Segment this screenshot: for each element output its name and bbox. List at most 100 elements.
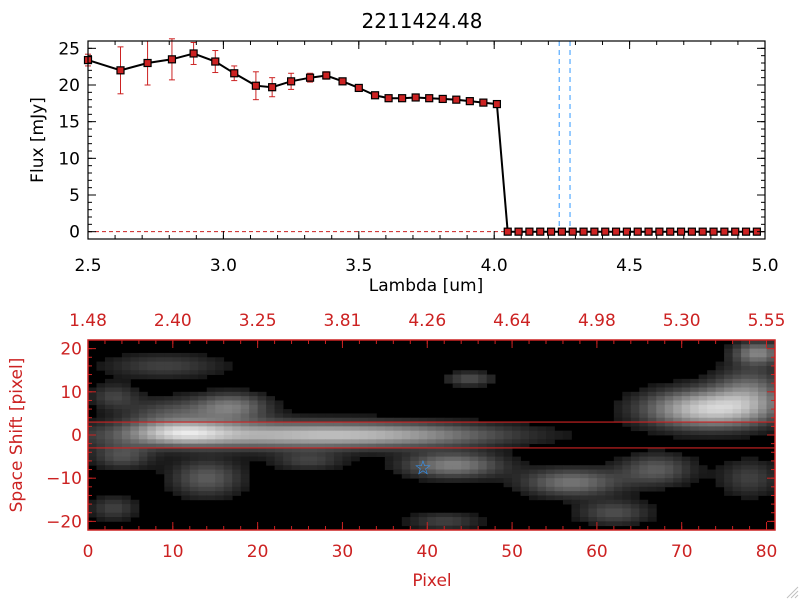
image-cell <box>172 443 182 449</box>
image-cell <box>249 422 259 427</box>
image-cell <box>758 409 767 414</box>
image-cell <box>317 430 326 436</box>
resize-grip-icon[interactable] <box>786 586 799 599</box>
image-cell <box>461 469 471 475</box>
image-cell <box>401 422 411 427</box>
image-cell <box>189 482 199 488</box>
image-cell <box>104 517 114 522</box>
image-cell <box>461 473 471 479</box>
image-cell <box>113 447 123 453</box>
image-cell <box>206 391 216 397</box>
image-cell <box>401 469 411 475</box>
image-cell <box>452 452 462 457</box>
image-cell <box>164 465 174 470</box>
image-cell <box>274 447 284 453</box>
image-cell <box>588 491 598 496</box>
image-cell <box>707 422 717 427</box>
image-cell <box>512 426 521 432</box>
image-cell <box>96 512 106 518</box>
image-cell <box>562 435 572 440</box>
image-cell <box>121 495 131 501</box>
image-cell <box>766 469 776 475</box>
image-cell <box>393 422 403 427</box>
image-cell <box>512 443 521 449</box>
image-cell <box>113 517 123 522</box>
image-cell <box>359 443 369 449</box>
image-cell <box>630 400 640 406</box>
image-cell <box>333 460 343 466</box>
image-cell <box>181 409 191 414</box>
image-cell <box>520 422 530 427</box>
image-cell <box>189 422 199 427</box>
image-cell <box>223 495 233 501</box>
image-cell <box>215 486 225 492</box>
image-cell <box>113 361 123 367</box>
image-cell <box>724 417 733 423</box>
image-cell <box>249 443 259 449</box>
image-cell <box>155 400 165 406</box>
image-cell <box>766 378 776 384</box>
image-cell <box>96 396 106 401</box>
image-cell <box>613 486 623 492</box>
image-cell <box>410 426 420 432</box>
image-cell <box>147 352 157 358</box>
image-cell <box>130 365 140 371</box>
image-cell <box>147 370 157 375</box>
image-cell <box>206 357 216 362</box>
image-cell <box>758 491 767 496</box>
image-cell <box>88 499 97 505</box>
image-cell <box>283 417 292 423</box>
image-cell <box>283 430 292 436</box>
image-cell <box>732 400 742 406</box>
image-cell <box>283 422 292 427</box>
image-cell <box>707 370 717 375</box>
image-cell <box>588 469 598 475</box>
image-cell <box>732 413 742 419</box>
image-cell <box>223 478 233 483</box>
image-cell <box>240 486 250 492</box>
image-cell <box>639 409 649 414</box>
image-cell <box>766 391 776 397</box>
image-cell <box>164 456 174 462</box>
data-point <box>322 71 331 80</box>
image-cell <box>121 357 131 362</box>
image-cell <box>681 482 691 488</box>
image-cell <box>257 391 267 397</box>
image-cell <box>724 435 733 440</box>
image-cell <box>495 460 504 466</box>
image-cell <box>452 417 462 423</box>
image-cell <box>605 517 615 522</box>
image-cell <box>724 348 733 354</box>
image-cell <box>486 473 496 479</box>
image-cell <box>495 422 504 427</box>
image-cell <box>690 404 700 410</box>
image-cell <box>164 404 174 410</box>
image-cell <box>452 443 462 449</box>
image-cell <box>622 456 632 462</box>
data-point <box>720 227 729 236</box>
image-cell <box>596 512 606 518</box>
image-cell <box>698 430 708 436</box>
image-cell <box>266 443 275 449</box>
image-cell <box>359 426 369 432</box>
image-cell <box>766 409 776 414</box>
image-cell <box>664 404 674 410</box>
image-cell <box>164 370 174 375</box>
data-point <box>611 227 621 236</box>
image-cell <box>172 361 182 367</box>
image-cell <box>749 478 759 483</box>
image-cell <box>215 404 225 410</box>
image-cell <box>181 452 191 457</box>
image-cell <box>571 473 581 479</box>
image-cell <box>198 400 208 406</box>
image-cell <box>113 383 123 388</box>
image-cell <box>630 391 640 397</box>
image-cell <box>469 422 479 427</box>
image-cell <box>138 370 148 375</box>
image-cell <box>367 426 377 432</box>
image-cell <box>181 396 191 401</box>
image-cell <box>427 417 437 423</box>
image-cell <box>325 443 335 449</box>
image-cell <box>698 383 708 388</box>
